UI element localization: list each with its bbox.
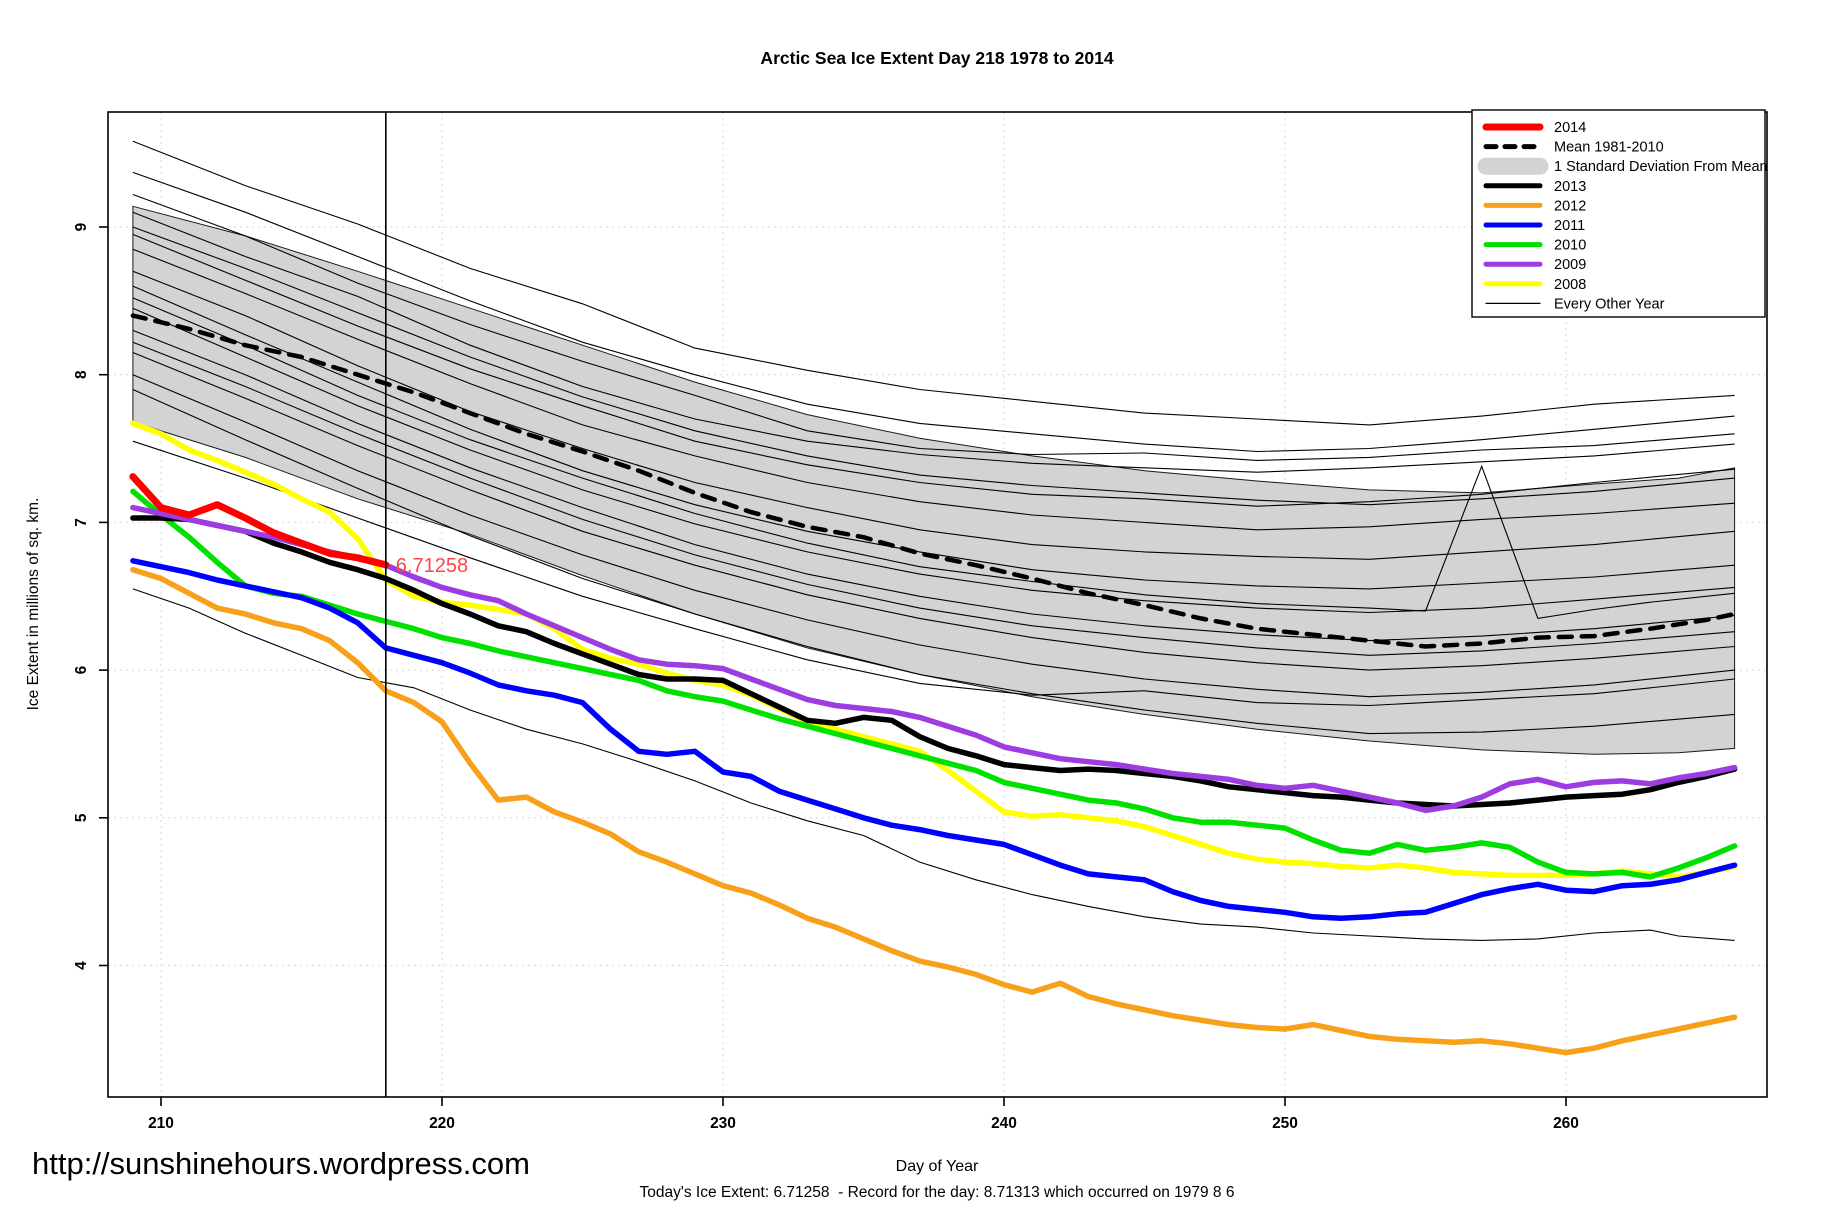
series-2009 <box>130 504 1738 814</box>
other-year-line <box>132 440 1735 707</box>
y-axis-label: Ice Extent in millions of sq. km. <box>25 498 42 711</box>
other-year-line <box>132 307 1735 614</box>
extent-annotation: 6.71258 <box>396 555 468 577</box>
series-2012 <box>130 566 1738 1056</box>
other-year-line <box>132 140 1735 426</box>
footer-note: Today's Ice Extent: 6.71258 - Record for… <box>639 1184 1235 1201</box>
x-tick-label: 260 <box>1553 1115 1579 1132</box>
legend-label-2010: 2010 <box>1554 238 1586 254</box>
legend-label-mean-1981-2010: Mean 1981-2010 <box>1554 140 1664 156</box>
other-year-line <box>132 388 1735 735</box>
other-year-line <box>132 226 1735 506</box>
other-year-line <box>132 588 1735 941</box>
legend-label-2012: 2012 <box>1554 198 1586 214</box>
series-mean-1981-2010 <box>130 313 1737 649</box>
y-tick-label: 5 <box>73 813 90 822</box>
other-year-line <box>132 211 1735 473</box>
legend-label-2013: 2013 <box>1554 179 1586 195</box>
legend-label-2008: 2008 <box>1554 277 1586 293</box>
other-year-line <box>132 341 1735 656</box>
series-2011 <box>130 558 1738 921</box>
other-year-line <box>132 233 1735 507</box>
x-tick-label: 210 <box>148 1115 174 1132</box>
other-year-line <box>132 171 1735 453</box>
other-year-line <box>132 297 1735 620</box>
x-tick-label: 250 <box>1272 1115 1298 1132</box>
legend-label-2011: 2011 <box>1554 218 1585 234</box>
x-tick-label: 230 <box>710 1115 736 1132</box>
source-url: http://sunshinehours.wordpress.com <box>32 1146 530 1181</box>
other-year-line <box>132 374 1735 698</box>
legend-label-1-standard-deviation-from-mean: 1 Standard Deviation From Mean <box>1554 159 1768 175</box>
x-tick-label: 240 <box>991 1115 1017 1132</box>
legend-label-2014: 2014 <box>1554 120 1586 136</box>
y-tick-label: 7 <box>73 518 90 527</box>
other-year-line <box>132 351 1735 671</box>
std-dev-band <box>132 205 1736 755</box>
x-axis-label: Day of Year <box>895 1158 979 1175</box>
other-year-line <box>132 270 1735 560</box>
y-tick-label: 6 <box>73 665 90 674</box>
other-year-line <box>132 329 1735 642</box>
legend-label-every-other-year: Every Other Year <box>1554 296 1665 312</box>
series-2010 <box>130 488 1738 880</box>
y-tick-label: 9 <box>73 222 90 231</box>
other-year-line <box>132 248 1735 531</box>
plot-border <box>107 111 1768 1098</box>
y-tick-label: 4 <box>73 961 90 970</box>
chart-title: Arctic Sea Ice Extent Day 218 1978 to 20… <box>760 48 1114 68</box>
series-2014 <box>129 473 390 569</box>
legend-label-2009: 2009 <box>1554 257 1586 273</box>
y-tick-label: 8 <box>73 370 90 379</box>
other-year-line <box>132 193 1735 461</box>
x-tick-label: 220 <box>429 1115 455 1132</box>
series-2013 <box>130 515 1738 809</box>
other-year-line <box>132 285 1735 590</box>
